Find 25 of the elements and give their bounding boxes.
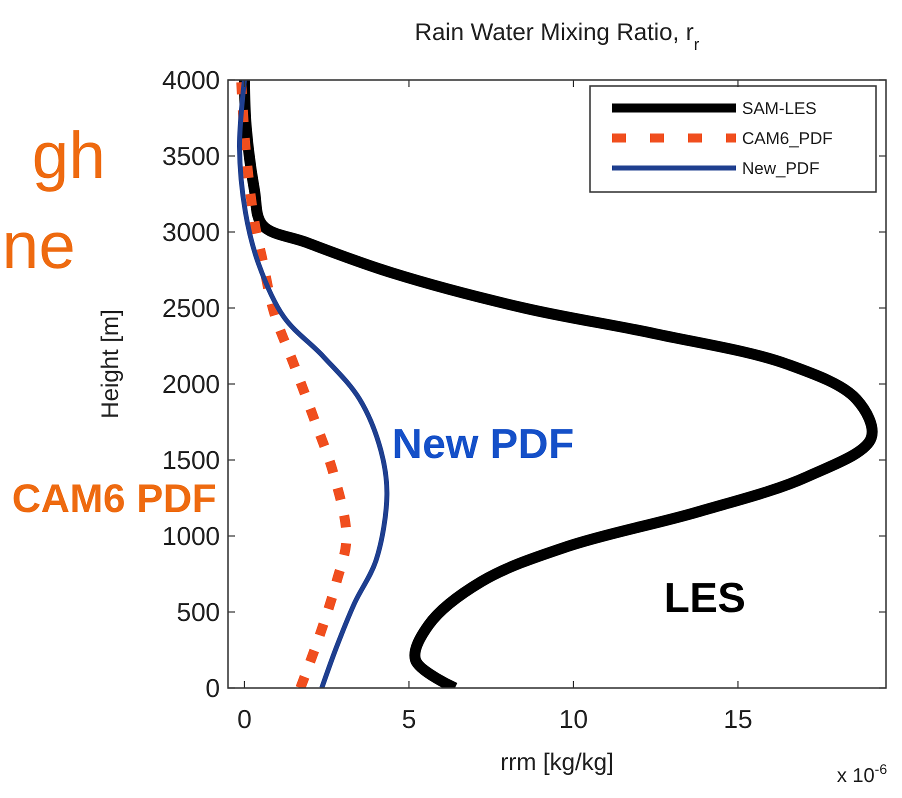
y-tick-label: 2000 [162, 369, 220, 400]
x-tick-label: 10 [558, 704, 588, 734]
y-tick-label: 1500 [162, 445, 220, 476]
text: gh [32, 118, 106, 192]
text: SAM-LES [742, 98, 817, 118]
y-tick-label: 3500 [162, 141, 220, 172]
y-axis-title: Height [m] [97, 309, 124, 419]
text: CAM6 PDF [12, 477, 216, 521]
y-tick-label: 4000 [162, 65, 220, 96]
y-tick-label: 500 [176, 597, 220, 628]
y-tick-label: 3000 [162, 217, 220, 248]
text: ne [2, 208, 76, 282]
text: CAM6_PDF [742, 128, 833, 148]
text: x 10$^{-6}$ [836, 761, 888, 787]
chart-title: Rain Water Mixing Ratio, r$_{r}$ [414, 19, 700, 54]
y-tick-label: 2500 [162, 293, 220, 324]
x-tick-label: 5 [402, 704, 416, 734]
text: New_PDF [742, 158, 820, 178]
x-tick-label: 15 [723, 704, 752, 734]
annotation: New PDF [392, 420, 574, 467]
x-axis-title: rrm [kg/kg] [500, 749, 614, 776]
annotation: LES [664, 574, 746, 621]
y-tick-label: 0 [206, 673, 220, 704]
y-tick-label: 1000 [162, 521, 220, 552]
x-tick-label: 0 [237, 704, 252, 734]
